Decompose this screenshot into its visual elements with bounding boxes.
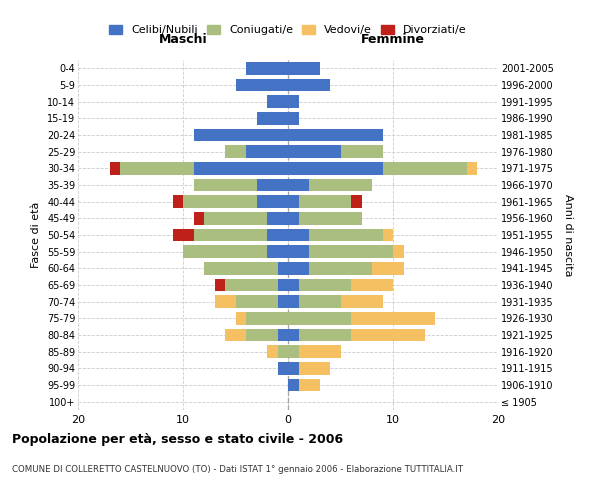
Bar xyxy=(288,346,299,358)
Bar xyxy=(267,246,288,258)
Bar xyxy=(120,162,193,174)
Bar xyxy=(299,212,361,224)
Bar xyxy=(288,362,299,374)
Bar xyxy=(309,179,372,192)
Bar xyxy=(309,229,383,241)
Bar xyxy=(288,179,309,192)
Bar xyxy=(204,262,277,274)
Bar xyxy=(299,279,351,291)
Bar xyxy=(351,279,393,291)
Bar xyxy=(288,146,341,158)
Bar xyxy=(193,129,288,141)
Bar xyxy=(372,262,404,274)
Bar xyxy=(267,212,288,224)
Bar xyxy=(288,246,309,258)
Bar xyxy=(193,212,204,224)
Bar xyxy=(288,262,309,274)
Bar xyxy=(383,229,393,241)
Bar xyxy=(351,196,361,208)
Bar xyxy=(299,379,320,391)
Bar xyxy=(299,196,351,208)
Bar xyxy=(257,196,288,208)
Bar xyxy=(267,346,277,358)
Bar xyxy=(288,162,383,174)
Bar xyxy=(393,246,404,258)
Bar xyxy=(277,362,288,374)
Bar xyxy=(183,246,267,258)
Bar xyxy=(288,79,330,92)
Bar xyxy=(183,196,257,208)
Bar xyxy=(288,329,299,341)
Bar xyxy=(299,346,341,358)
Bar xyxy=(288,229,309,241)
Y-axis label: Anni di nascita: Anni di nascita xyxy=(563,194,573,276)
Bar xyxy=(309,262,372,274)
Bar xyxy=(225,146,246,158)
Bar xyxy=(351,329,425,341)
Bar xyxy=(215,279,225,291)
Bar xyxy=(288,96,299,108)
Bar xyxy=(109,162,120,174)
Text: COMUNE DI COLLERETTO CASTELNUOVO (TO) - Dati ISTAT 1° gennaio 2006 - Elaborazion: COMUNE DI COLLERETTO CASTELNUOVO (TO) - … xyxy=(12,465,463,474)
Bar xyxy=(299,296,341,308)
Bar xyxy=(277,329,288,341)
Bar xyxy=(193,229,267,241)
Bar xyxy=(277,346,288,358)
Bar xyxy=(309,246,393,258)
Bar xyxy=(288,62,320,74)
Bar xyxy=(225,279,277,291)
Bar xyxy=(299,329,351,341)
Bar xyxy=(235,312,246,324)
Bar xyxy=(288,379,299,391)
Bar xyxy=(215,296,235,308)
Bar xyxy=(257,179,288,192)
Bar xyxy=(173,196,183,208)
Bar xyxy=(257,112,288,124)
Legend: Celibi/Nubili, Coniugati/e, Vedovi/e, Divorziati/e: Celibi/Nubili, Coniugati/e, Vedovi/e, Di… xyxy=(105,20,471,40)
Bar xyxy=(277,279,288,291)
Bar xyxy=(246,62,288,74)
Bar xyxy=(267,96,288,108)
Bar xyxy=(204,212,267,224)
Bar xyxy=(383,162,467,174)
Bar xyxy=(246,329,277,341)
Bar xyxy=(235,296,277,308)
Bar xyxy=(288,312,351,324)
Bar xyxy=(341,296,383,308)
Bar xyxy=(288,196,299,208)
Bar xyxy=(288,212,299,224)
Bar xyxy=(288,129,383,141)
Bar xyxy=(225,329,246,341)
Bar xyxy=(288,112,299,124)
Text: Maschi: Maschi xyxy=(158,33,208,46)
Bar xyxy=(173,229,193,241)
Bar xyxy=(341,146,383,158)
Bar xyxy=(267,229,288,241)
Bar xyxy=(235,79,288,92)
Bar xyxy=(193,179,257,192)
Text: Popolazione per età, sesso e stato civile - 2006: Popolazione per età, sesso e stato civil… xyxy=(12,432,343,446)
Bar xyxy=(246,146,288,158)
Y-axis label: Fasce di età: Fasce di età xyxy=(31,202,41,268)
Bar xyxy=(277,296,288,308)
Bar xyxy=(467,162,477,174)
Bar xyxy=(288,279,299,291)
Bar xyxy=(246,312,288,324)
Bar xyxy=(277,262,288,274)
Bar xyxy=(351,312,435,324)
Bar xyxy=(288,296,299,308)
Text: Femmine: Femmine xyxy=(361,33,425,46)
Bar xyxy=(193,162,288,174)
Bar xyxy=(299,362,330,374)
